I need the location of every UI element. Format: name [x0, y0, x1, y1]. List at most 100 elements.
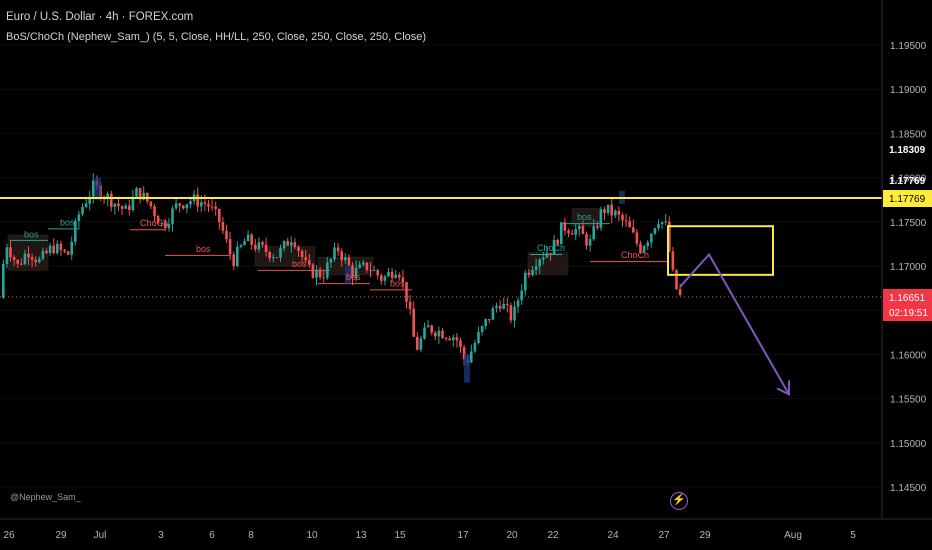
time-tick-label: 20	[506, 530, 518, 541]
candle-body	[340, 251, 343, 261]
candle-body	[599, 209, 603, 228]
candle-body	[574, 229, 577, 235]
candle-body	[506, 303, 509, 306]
candle-body	[588, 239, 592, 246]
price-tick-label: 1.19000	[890, 85, 927, 96]
candle-body	[196, 194, 199, 207]
candle-body	[520, 290, 523, 301]
candle-body	[318, 269, 322, 278]
candle-body	[9, 247, 12, 258]
candle-body	[484, 319, 487, 327]
candle-body	[308, 260, 311, 265]
candle-body	[56, 243, 59, 254]
candle-body	[135, 188, 138, 197]
candle-body	[488, 319, 491, 321]
countdown-label: 02:19:51	[889, 308, 928, 319]
candle-body	[405, 281, 408, 302]
candle-body	[185, 204, 189, 209]
candle-body	[178, 203, 181, 206]
candle-body	[2, 264, 5, 298]
time-axis[interactable]: 26 29 Jul 3 6 8 10 13 15 17 20 22 24 27 29 Aug 5	[3, 530, 856, 541]
time-tick-label: 13	[355, 530, 367, 541]
price-tick-label: 1.17000	[890, 262, 927, 273]
candle-body	[675, 269, 678, 290]
candle-body	[459, 340, 462, 348]
structure-label: bos	[24, 230, 39, 240]
candle-body	[347, 257, 351, 266]
candle-body	[261, 242, 264, 245]
candle-body	[502, 303, 505, 309]
candle-body	[369, 270, 372, 272]
candle-body	[516, 300, 520, 307]
lightning-icon[interactable]: ⚡	[670, 492, 688, 510]
candle-body	[498, 306, 502, 309]
time-tick-label: Jul	[94, 530, 107, 541]
chart-grid	[0, 44, 882, 488]
candle-body	[419, 338, 423, 350]
time-tick-label: 29	[699, 530, 711, 541]
candle-body	[448, 338, 451, 341]
candle-body	[333, 247, 336, 260]
candle-body	[614, 210, 617, 216]
candle-body	[524, 272, 527, 291]
candle-body	[480, 326, 484, 333]
time-tick-label: 26	[3, 530, 15, 541]
candle-body	[376, 270, 379, 276]
arrow-head	[776, 380, 790, 397]
candle-body	[48, 245, 52, 254]
resistance-price-label: 1.17769	[889, 194, 926, 205]
projection-arrow[interactable]	[679, 252, 790, 397]
candle-body	[610, 204, 613, 216]
candle-body	[38, 258, 41, 263]
time-tick-label: 15	[394, 530, 406, 541]
price-tick-label: 1.18500	[890, 129, 927, 140]
candle-body	[477, 332, 480, 343]
time-tick-label: 29	[55, 530, 67, 541]
candle-body	[660, 222, 664, 224]
candle-body	[257, 242, 261, 250]
symbol-title[interactable]: Euro / U.S. Dollar · 4h · FOREX.com	[6, 11, 194, 23]
last-price-label: 1.16651	[889, 293, 926, 304]
structure-label: bos	[292, 259, 307, 269]
candle-body	[70, 241, 73, 255]
candle-body	[41, 251, 45, 259]
time-tick-label: 24	[607, 530, 619, 541]
level-a-label: 1.17769	[889, 176, 926, 187]
candle-body	[437, 330, 441, 337]
candle-body	[311, 264, 315, 278]
candle-body	[534, 266, 538, 271]
time-tick-label: 3	[158, 530, 164, 541]
indicator-title[interactable]: BoS/ChoCh (Nephew_Sam_) (5, 5, Close, HH…	[6, 31, 427, 43]
candle-body	[556, 240, 559, 245]
candle-body	[5, 247, 9, 265]
candle-body	[351, 265, 354, 278]
candle-body	[12, 257, 16, 260]
candle-body	[293, 242, 297, 247]
candle-body	[606, 204, 610, 213]
candle-body	[228, 239, 232, 255]
candle-body	[563, 222, 567, 231]
candle-body	[203, 202, 207, 204]
candle-body	[218, 208, 221, 223]
time-tick-label: 27	[658, 530, 670, 541]
projection-zone[interactable]	[667, 225, 774, 276]
candle-body	[653, 228, 657, 234]
candle-body	[88, 196, 91, 204]
candle-body	[290, 242, 293, 246]
candle-body	[254, 244, 257, 250]
price-axis[interactable]: 1.19500 1.19000 1.18500 1.18000 1.17500 1.170…	[890, 41, 927, 494]
price-tick-label: 1.15500	[890, 395, 927, 406]
candle-body	[632, 227, 635, 233]
candle-body	[297, 246, 300, 251]
candle-body	[578, 226, 581, 230]
candle-body	[639, 243, 642, 253]
candle-body	[110, 193, 113, 207]
structure-label: bos	[577, 212, 592, 222]
time-tick-label: 5	[850, 530, 856, 541]
candle-body	[383, 276, 387, 281]
candle-body	[390, 271, 394, 279]
candle-body	[124, 205, 127, 209]
candle-body	[585, 234, 588, 246]
time-tick-label: 6	[209, 530, 215, 541]
